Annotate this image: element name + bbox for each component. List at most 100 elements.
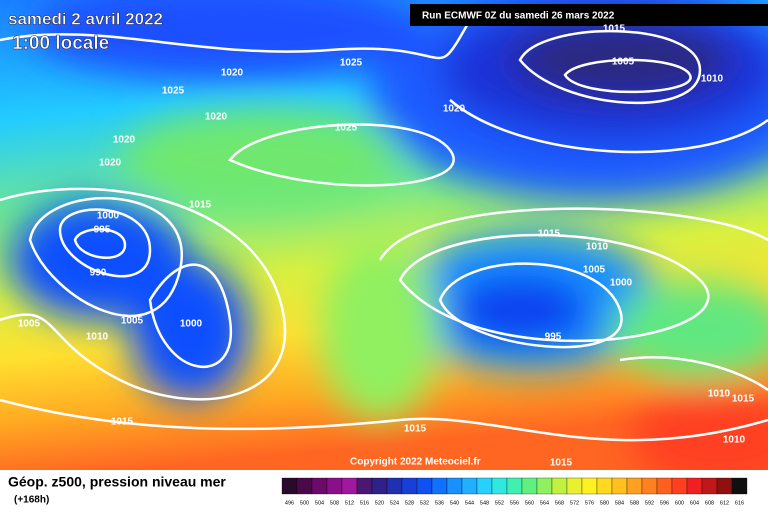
scale-swatch: [521, 477, 538, 495]
scale-label: 544: [465, 500, 474, 506]
scale-label: 560: [525, 500, 534, 506]
scale-swatch: [326, 477, 343, 495]
scale-swatch: [671, 477, 688, 495]
scale-label: 496: [285, 500, 294, 506]
scale-label: 612: [720, 500, 729, 506]
scale-label: 588: [630, 500, 639, 506]
scale-swatch: [386, 477, 403, 495]
isobar-label: 1015: [538, 229, 561, 240]
scale-swatch: [356, 477, 373, 495]
scale-swatch: [581, 477, 598, 495]
scale-label: 616: [735, 500, 744, 506]
map-subtitle: 1:00 locale: [12, 33, 109, 54]
scale-swatch: [701, 477, 718, 495]
scale-swatch: [401, 477, 418, 495]
scale-swatch: [341, 477, 358, 495]
isobar-label: 1000: [610, 278, 633, 289]
scale-swatch: [476, 477, 493, 495]
copyright: Copyright 2022 Meteociel.fr: [350, 457, 481, 468]
scale-label: 604: [690, 500, 699, 506]
isobar-label: 995: [545, 332, 562, 343]
scale-swatch: [491, 477, 508, 495]
scale-swatch: [506, 477, 523, 495]
scale-swatch: [641, 477, 658, 495]
scale-label: 508: [330, 500, 339, 506]
isobar-label: 1020: [99, 158, 122, 169]
scale-swatch: [686, 477, 703, 495]
scale-label: 532: [420, 500, 429, 506]
isobar-label: 1010: [586, 242, 609, 253]
isobar-label: 1015: [189, 200, 212, 211]
legend-title: Géop. z500, pression niveau mer: [8, 474, 226, 490]
scale-label: 524: [390, 500, 399, 506]
isobar-label: 1010: [723, 435, 746, 446]
isobar-label: 1010: [701, 74, 724, 85]
field: [0, 0, 768, 470]
scale-label: 552: [495, 500, 504, 506]
isobar-label: 990: [90, 268, 107, 279]
scale-label: 500: [300, 500, 309, 506]
scale-swatch: [416, 477, 433, 495]
scale-label: 504: [315, 500, 324, 506]
isobar-label: 1020: [443, 104, 466, 115]
scale-swatch: [296, 477, 313, 495]
scale-swatch: [626, 477, 643, 495]
scale-label: 512: [345, 500, 354, 506]
isobar-label: 1010: [86, 332, 109, 343]
isobar-label: 1020: [205, 112, 228, 123]
scale-swatch: [281, 477, 298, 495]
scale-label: 556: [510, 500, 519, 506]
isobar-label: 1015: [550, 458, 573, 469]
isobar-label: 1015: [404, 424, 427, 435]
isobar-label: 1010: [708, 389, 731, 400]
isobar-label: 1015: [111, 417, 134, 428]
isobar-label: 1025: [340, 58, 363, 69]
scale-label: 568: [555, 500, 564, 506]
scale-label: 564: [540, 500, 549, 506]
scale-swatch: [656, 477, 673, 495]
scale-swatch: [566, 477, 583, 495]
scale-label: 516: [360, 500, 369, 506]
isobar-label: 1015: [603, 24, 626, 35]
isobar-label: 1025: [335, 123, 358, 134]
scale-label: 584: [615, 500, 624, 506]
scale-label: 580: [600, 500, 609, 506]
scale-swatch: [716, 477, 733, 495]
scale-label: 608: [705, 500, 714, 506]
map-title: samedi 2 avril 2022: [8, 9, 163, 28]
isobar-label: 1000: [97, 211, 120, 222]
scale-label: 520: [375, 500, 384, 506]
legend-lead: (+168h): [14, 495, 49, 506]
scale-swatch: [536, 477, 553, 495]
scale-label: 540: [450, 500, 459, 506]
isobar-label: 1000: [180, 319, 203, 330]
scale-label: 592: [645, 500, 654, 506]
isobar-label: 1005: [583, 265, 606, 276]
isobar-label: 1005: [18, 319, 41, 330]
isobar-label: 995: [94, 225, 111, 236]
scale-label: 572: [570, 500, 579, 506]
isobar-label: 1015: [732, 394, 755, 405]
scale-swatch: [311, 477, 328, 495]
scale-label: 536: [435, 500, 444, 506]
scale-swatch: [611, 477, 628, 495]
scale-swatch: [596, 477, 613, 495]
scale-label: 600: [675, 500, 684, 506]
scale-label: 596: [660, 500, 669, 506]
isobar-label: 1020: [221, 68, 244, 79]
run-label: Run ECMWF 0Z du samedi 26 mars 2022: [422, 11, 615, 22]
isobar-label: 1005: [612, 57, 635, 68]
isobar-label: 1025: [162, 86, 185, 97]
scale-swatch: [371, 477, 388, 495]
scale-swatch: [731, 477, 748, 495]
isobar-label: 1020: [113, 135, 136, 146]
scale-swatch: [446, 477, 463, 495]
scale-swatch: [551, 477, 568, 495]
scale-label: 528: [405, 500, 414, 506]
scale-label: 548: [480, 500, 489, 506]
run-banner: [410, 4, 768, 26]
scale-swatch: [431, 477, 448, 495]
scale-swatch: [461, 477, 478, 495]
scale-label: 576: [585, 500, 594, 506]
